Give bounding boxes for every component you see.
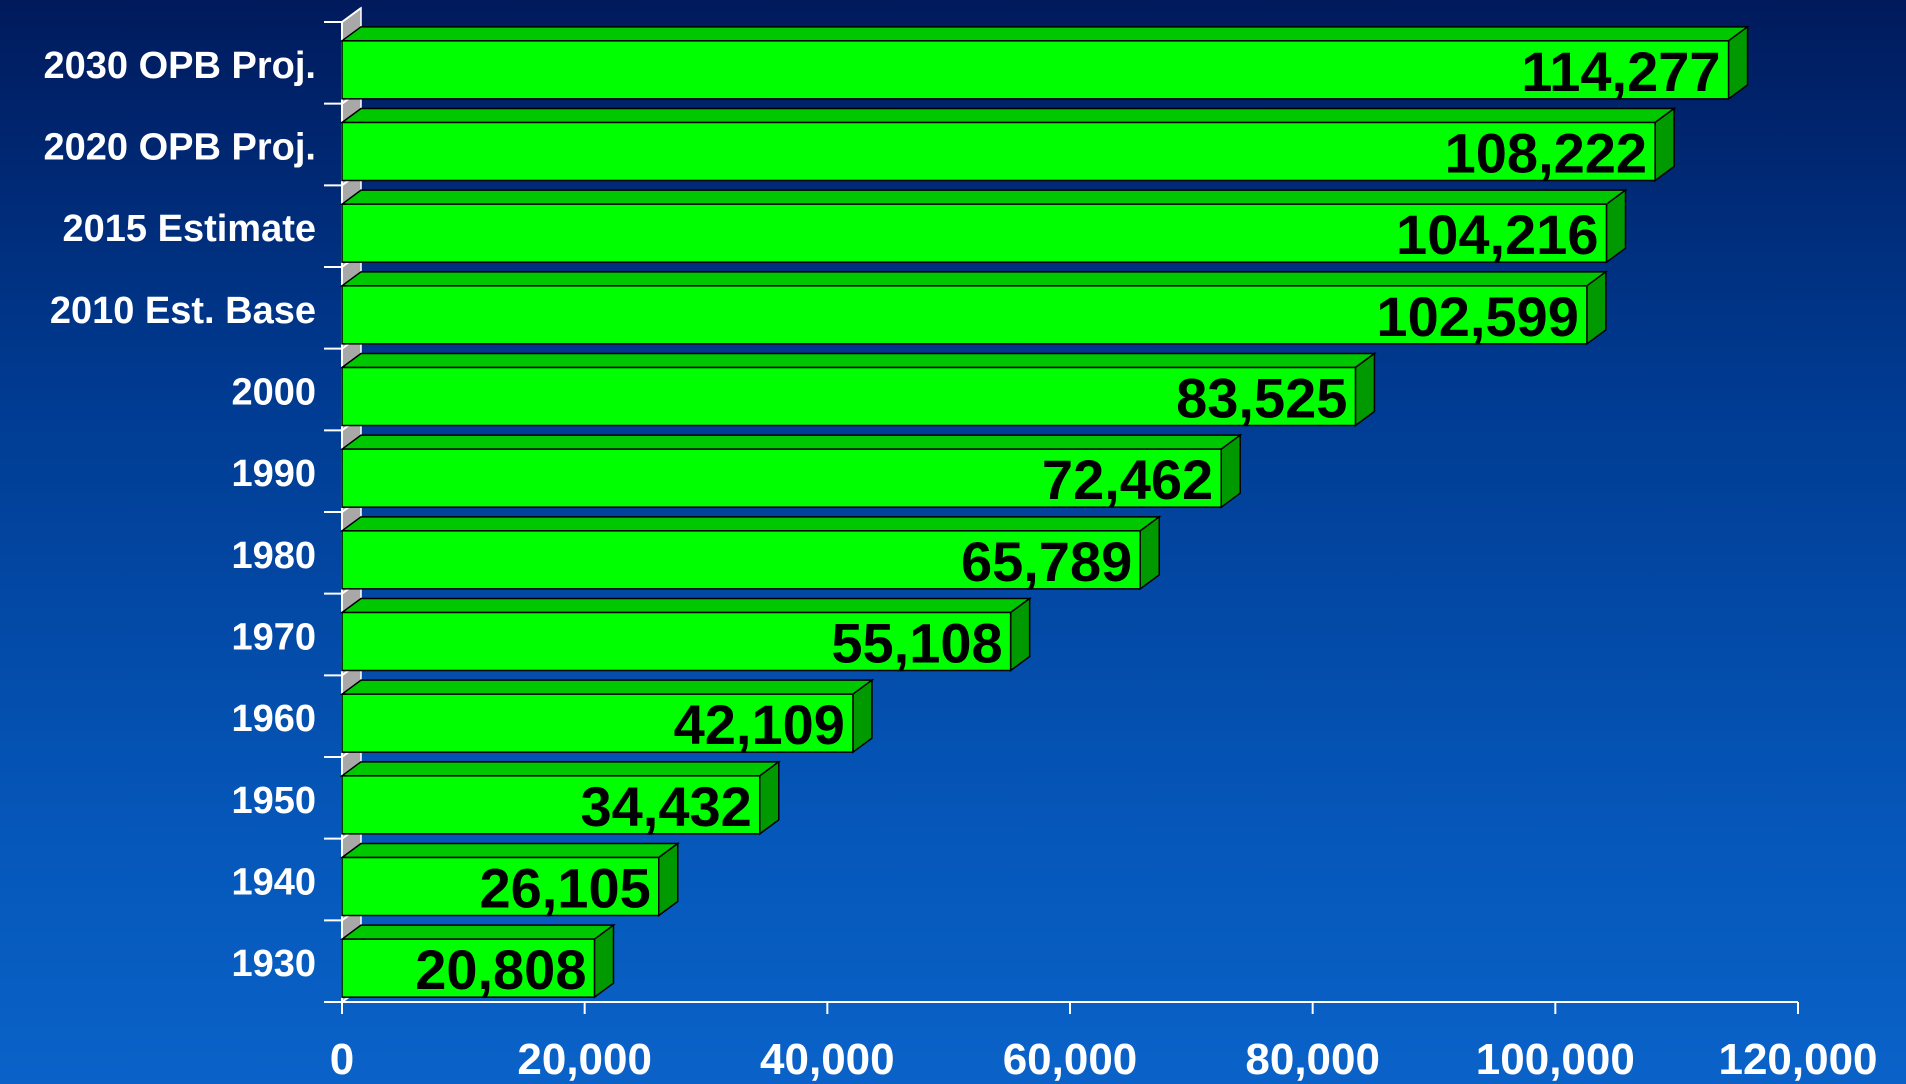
bar [339, 270, 1609, 346]
bar-top-face [339, 842, 681, 859]
bar [339, 842, 681, 917]
bar [339, 433, 1243, 509]
bar-top-face [339, 352, 1377, 369]
y-axis-depth-tick [341, 7, 362, 23]
category-label: 1940 [231, 862, 316, 904]
bar-top-face [339, 107, 1677, 124]
x-tick-label: 60,000 [1003, 1035, 1138, 1084]
bar-series [339, 25, 1750, 999]
bar [339, 188, 1628, 264]
bar-front-face [341, 366, 1357, 427]
bar-value-label: 114,277 [1521, 40, 1720, 103]
bar-front-face [341, 856, 660, 917]
bar-value-label: 104,216 [1396, 203, 1598, 266]
category-label: 2020 OPB Proj. [44, 127, 316, 169]
bar-value-label: 72,462 [1042, 448, 1213, 511]
category-label: 2015 Estimate [63, 208, 317, 250]
chart-labels: 0 20,000 40,000 60,000 80,000 100,000 120,000 1… [44, 40, 1878, 1084]
bar-value-label: 102,599 [1376, 285, 1578, 348]
bar-top-face [339, 434, 1243, 450]
bar-front-face [341, 775, 761, 835]
bar-front-face [341, 448, 1222, 508]
category-label: 1980 [231, 535, 316, 577]
category-label: 2030 OPB Proj. [44, 45, 316, 87]
bar [339, 760, 782, 836]
category-label: 2000 [231, 372, 316, 414]
bar-top-face [339, 924, 616, 940]
bar-value-label: 26,105 [479, 857, 650, 920]
bar-value-label: 83,525 [1176, 367, 1347, 430]
category-label: 1990 [231, 453, 316, 495]
bar-value-label: 20,808 [415, 938, 586, 1001]
bar [339, 597, 1032, 672]
bar [339, 25, 1750, 101]
bar-top-face [339, 271, 1609, 287]
bar-top-face [339, 761, 782, 777]
x-tick-label: 80,000 [1245, 1035, 1380, 1084]
bar-value-label: 65,789 [961, 530, 1132, 593]
bar [339, 678, 875, 754]
bar [339, 923, 616, 999]
bar-top-face [339, 597, 1032, 614]
x-tick-label: 120,000 [1718, 1035, 1877, 1084]
bar-front-face [341, 611, 1012, 672]
bar [339, 515, 1162, 591]
bar-value-label: 108,222 [1445, 122, 1647, 185]
bar-value-label: 42,109 [674, 693, 845, 756]
bar-front-face [341, 693, 854, 753]
bar-value-label: 34,432 [580, 775, 751, 838]
category-label: 1950 [231, 780, 316, 822]
category-label: 2010 Est. Base [50, 290, 316, 332]
category-label: 1960 [231, 698, 316, 740]
x-tick-label: 0 [330, 1035, 354, 1084]
bar-front-face [341, 285, 1588, 345]
bar-top-face [339, 679, 875, 695]
bar [339, 107, 1677, 182]
bar-front-face [341, 40, 1730, 100]
bar-top-face [339, 516, 1162, 532]
bar-front-face [341, 938, 596, 998]
x-tick-label: 40,000 [760, 1035, 895, 1084]
bar-front-face [341, 121, 1656, 182]
x-tick-label: 20,000 [517, 1035, 652, 1084]
bar-top-face [339, 26, 1750, 42]
bar-front-face [341, 203, 1608, 263]
category-label: 1930 [231, 943, 316, 985]
bar-value-label: 55,108 [831, 612, 1002, 675]
bar-front-face [341, 530, 1141, 590]
x-tick-label: 100,000 [1476, 1035, 1635, 1084]
bar-top-face [339, 189, 1628, 205]
category-label: 1970 [231, 617, 316, 659]
bar [339, 352, 1377, 427]
